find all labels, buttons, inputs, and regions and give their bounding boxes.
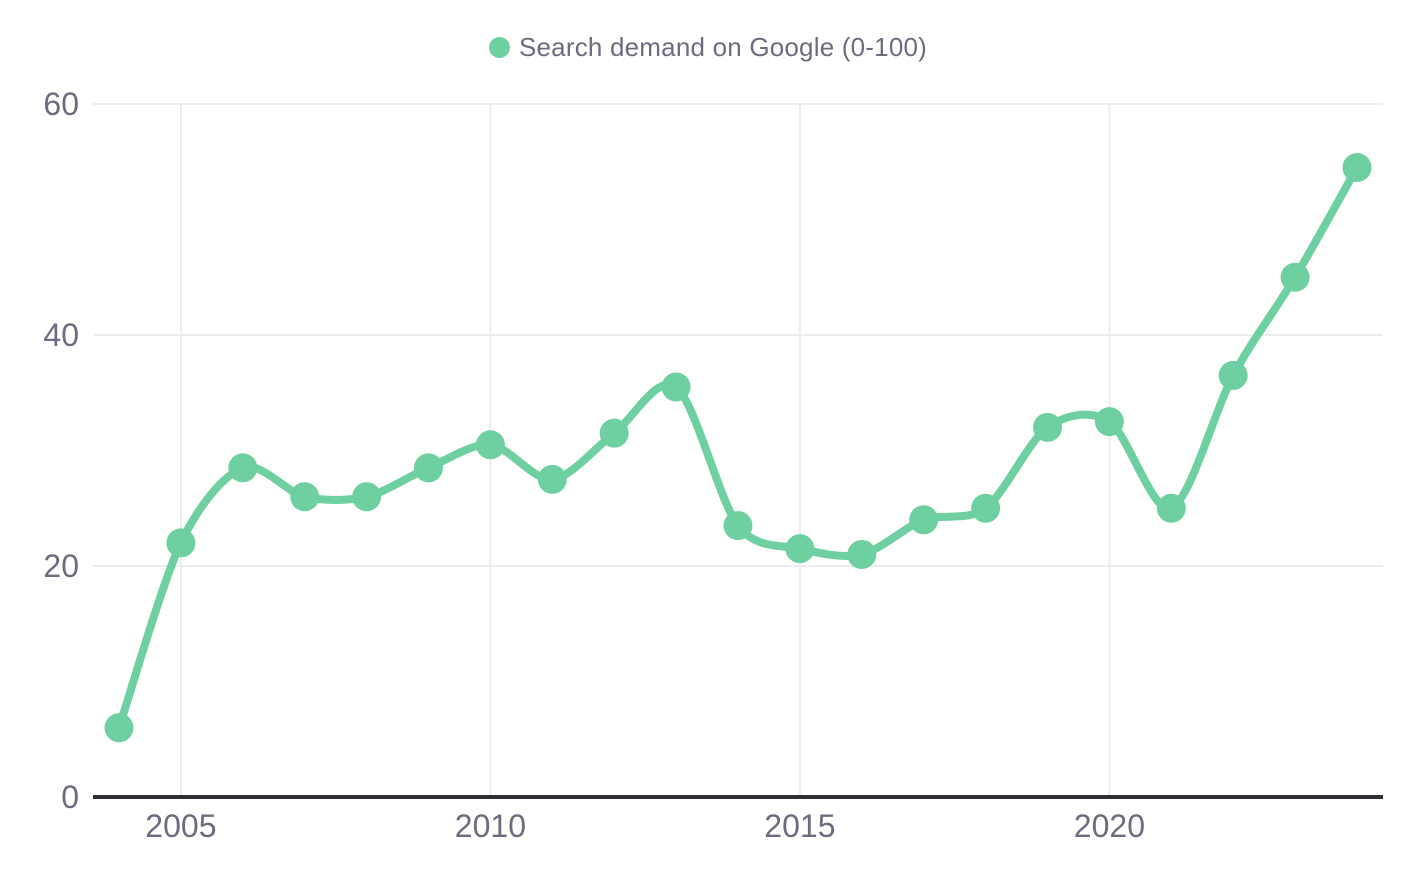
data-point-2022 [1218, 360, 1248, 390]
data-point-2012 [599, 418, 629, 448]
data-point-2009 [414, 453, 443, 483]
data-point-2019 [1033, 412, 1062, 442]
data-point-2014 [723, 511, 753, 541]
x-tick-label-2015: 2015 [764, 808, 835, 844]
chart-legend: Search demand on Google (0-100) [0, 32, 1416, 63]
data-point-2021 [1156, 493, 1186, 523]
y-tick-label-0: 0 [61, 779, 79, 815]
data-point-2015 [785, 534, 815, 564]
data-point-2024 [1342, 153, 1372, 183]
legend-item-search-demand[interactable]: Search demand on Google (0-100) [488, 32, 927, 63]
legend-swatch-icon [488, 37, 510, 58]
y-tick-label-60: 60 [43, 86, 79, 122]
series-line [115, 163, 1361, 732]
y-tick-label-20: 20 [43, 548, 79, 584]
data-point-2017 [909, 505, 939, 535]
x-tick-label-2010: 2010 [455, 808, 526, 844]
data-point-2018 [971, 493, 1001, 523]
x-tick-label-2020: 2020 [1074, 808, 1145, 844]
legend-label: Search demand on Google (0-100) [518, 32, 927, 62]
data-point-2023 [1280, 262, 1310, 292]
data-point-2020 [1094, 407, 1124, 437]
data-point-2011 [537, 464, 567, 494]
data-point-2016 [847, 539, 877, 569]
x-tick-label-2005: 2005 [145, 808, 216, 844]
data-point-2006 [228, 453, 258, 483]
data-point-2008 [352, 482, 382, 512]
data-point-2010 [475, 430, 505, 460]
data-point-2004 [104, 713, 134, 743]
data-point-2013 [661, 372, 691, 402]
data-point-2007 [290, 482, 320, 512]
data-point-2005 [166, 528, 196, 558]
y-tick-label-40: 40 [43, 317, 79, 353]
